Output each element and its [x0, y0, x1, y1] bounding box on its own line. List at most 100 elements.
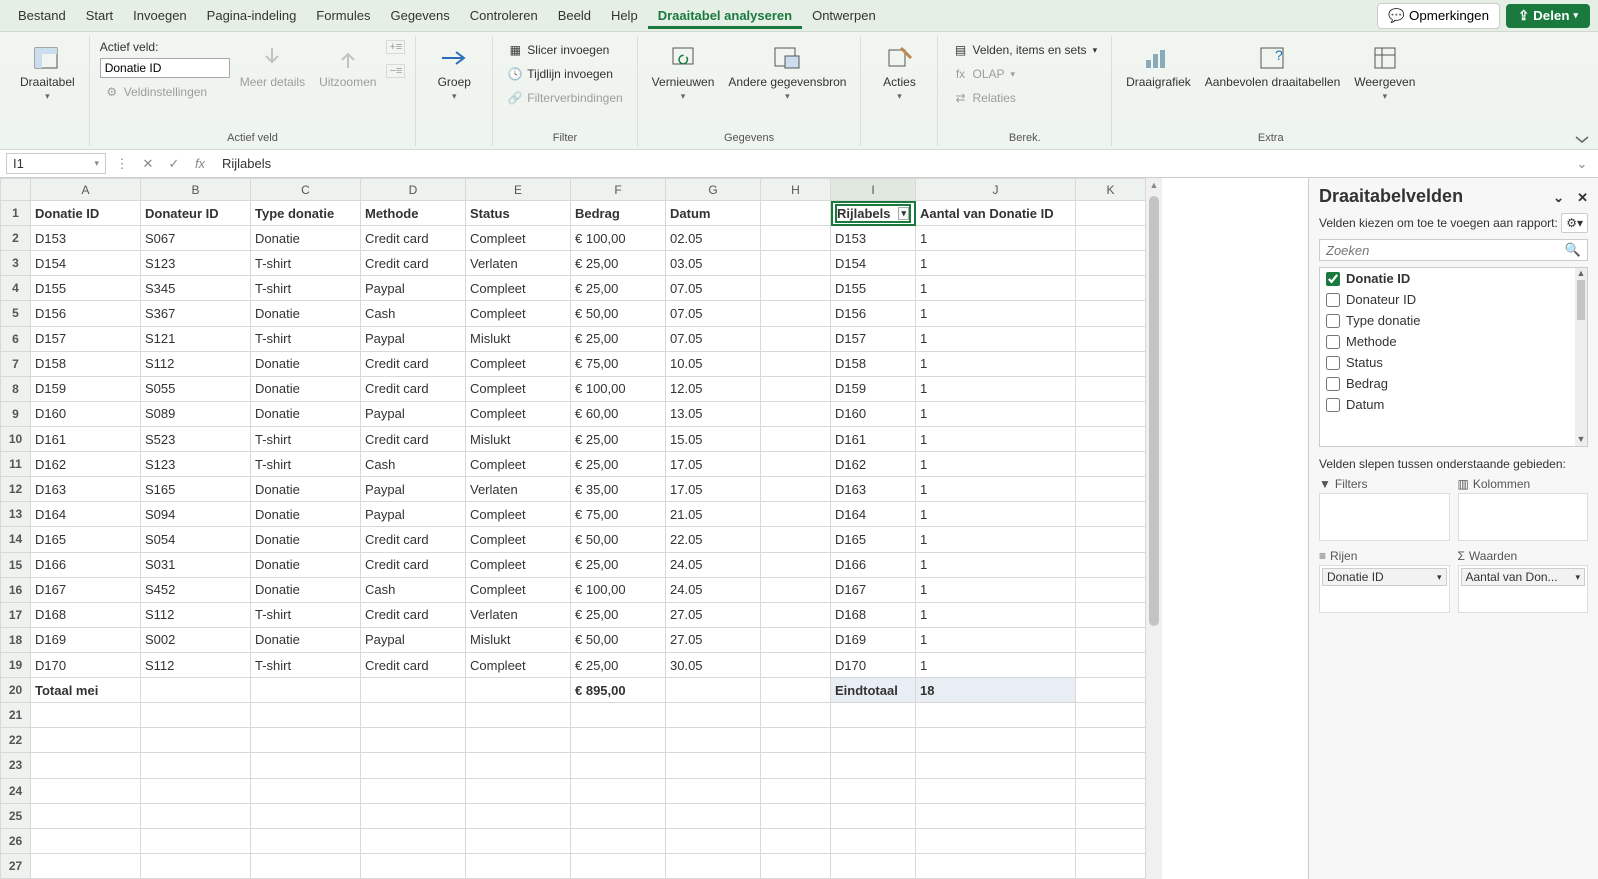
cell-C25[interactable] — [251, 803, 361, 828]
cell-J19[interactable]: 1 — [916, 652, 1076, 677]
cell-J13[interactable]: 1 — [916, 502, 1076, 527]
field-checkbox[interactable] — [1326, 377, 1340, 391]
cell-H7[interactable] — [761, 351, 831, 376]
cancel-formula-button[interactable]: ✕ — [138, 156, 158, 172]
cell-G2[interactable]: 02.05 — [666, 226, 761, 251]
group-button[interactable]: Groep ▾ — [426, 40, 482, 104]
cell-I15[interactable]: D166 — [831, 552, 916, 577]
cell-K27[interactable] — [1076, 853, 1146, 878]
cell-D14[interactable]: Credit card — [361, 527, 466, 552]
cell-E27[interactable] — [466, 853, 571, 878]
cell-J9[interactable]: 1 — [916, 401, 1076, 426]
cell-I16[interactable]: D167 — [831, 577, 916, 602]
row-header-13[interactable]: 13 — [1, 502, 31, 527]
cell-G26[interactable] — [666, 828, 761, 853]
cell-K11[interactable] — [1076, 452, 1146, 477]
fx-button[interactable]: fx — [190, 156, 210, 171]
row-header-6[interactable]: 6 — [1, 326, 31, 351]
cell-D23[interactable] — [361, 753, 466, 778]
row-header-7[interactable]: 7 — [1, 351, 31, 376]
cell-E17[interactable]: Verlaten — [466, 602, 571, 627]
cell-J15[interactable]: 1 — [916, 552, 1076, 577]
cell-G23[interactable] — [666, 753, 761, 778]
cell-G11[interactable]: 17.05 — [666, 452, 761, 477]
cell-H27[interactable] — [761, 853, 831, 878]
cell-A21[interactable] — [31, 703, 141, 728]
cell-B27[interactable] — [141, 853, 251, 878]
cell-A20[interactable]: Totaal mei — [31, 678, 141, 703]
cell-E23[interactable] — [466, 753, 571, 778]
field-list-scrollbar[interactable]: ▲▼ — [1575, 268, 1587, 446]
cell-A5[interactable]: D156 — [31, 301, 141, 326]
cell-I25[interactable] — [831, 803, 916, 828]
cell-C6[interactable]: T-shirt — [251, 326, 361, 351]
cell-E16[interactable]: Compleet — [466, 577, 571, 602]
cell-J2[interactable]: 1 — [916, 226, 1076, 251]
cell-H23[interactable] — [761, 753, 831, 778]
cell-K26[interactable] — [1076, 828, 1146, 853]
cell-K5[interactable] — [1076, 301, 1146, 326]
cell-A10[interactable]: D161 — [31, 426, 141, 451]
panel-settings-button[interactable]: ⚙▾ — [1561, 213, 1588, 233]
cell-F17[interactable]: € 25,00 — [571, 602, 666, 627]
column-header-K[interactable]: K — [1076, 179, 1146, 201]
recommended-pivottables-button[interactable]: ? Aanbevolen draaitabellen — [1201, 40, 1344, 91]
cell-H12[interactable] — [761, 477, 831, 502]
cell-I7[interactable]: D158 — [831, 351, 916, 376]
more-details-button[interactable]: Meer details — [236, 40, 309, 91]
cell-K6[interactable] — [1076, 326, 1146, 351]
cell-D25[interactable] — [361, 803, 466, 828]
spreadsheet-grid[interactable]: ABCDEFGHIJK 1Donatie IDDonateur IDType d… — [0, 178, 1146, 879]
row-header-15[interactable]: 15 — [1, 552, 31, 577]
row-header-11[interactable]: 11 — [1, 452, 31, 477]
row-header-2[interactable]: 2 — [1, 226, 31, 251]
cell-H18[interactable] — [761, 627, 831, 652]
cell-J7[interactable]: 1 — [916, 351, 1076, 376]
row-header-16[interactable]: 16 — [1, 577, 31, 602]
cell-I8[interactable]: D159 — [831, 376, 916, 401]
cell-K22[interactable] — [1076, 728, 1146, 753]
cell-F13[interactable]: € 75,00 — [571, 502, 666, 527]
row-header-21[interactable]: 21 — [1, 703, 31, 728]
cell-E19[interactable]: Compleet — [466, 652, 571, 677]
cell-I1[interactable]: Rijlabels▾ — [831, 201, 916, 226]
cell-J4[interactable]: 1 — [916, 276, 1076, 301]
menu-start[interactable]: Start — [76, 2, 123, 29]
cell-D19[interactable]: Credit card — [361, 652, 466, 677]
cell-H26[interactable] — [761, 828, 831, 853]
ribbon-collapse-button[interactable] — [1574, 133, 1590, 145]
collapse-icon[interactable]: −≡ — [386, 64, 405, 78]
cell-A3[interactable]: D154 — [31, 251, 141, 276]
row-header-20[interactable]: 20 — [1, 678, 31, 703]
cell-K23[interactable] — [1076, 753, 1146, 778]
cell-G3[interactable]: 03.05 — [666, 251, 761, 276]
cell-H25[interactable] — [761, 803, 831, 828]
cell-K7[interactable] — [1076, 351, 1146, 376]
field-checkbox[interactable] — [1326, 398, 1340, 412]
cell-F15[interactable]: € 25,00 — [571, 552, 666, 577]
cell-B19[interactable]: S112 — [141, 652, 251, 677]
cell-C21[interactable] — [251, 703, 361, 728]
cell-G27[interactable] — [666, 853, 761, 878]
cell-A23[interactable] — [31, 753, 141, 778]
cell-F10[interactable]: € 25,00 — [571, 426, 666, 451]
cell-J1[interactable]: Aantal van Donatie ID — [916, 201, 1076, 226]
cell-C20[interactable] — [251, 678, 361, 703]
select-all-corner[interactable] — [1, 179, 31, 201]
column-header-F[interactable]: F — [571, 179, 666, 201]
cell-C15[interactable]: Donatie — [251, 552, 361, 577]
cell-E7[interactable]: Compleet — [466, 351, 571, 376]
cell-F1[interactable]: Bedrag — [571, 201, 666, 226]
cell-F4[interactable]: € 25,00 — [571, 276, 666, 301]
row-header-4[interactable]: 4 — [1, 276, 31, 301]
cell-F22[interactable] — [571, 728, 666, 753]
cell-K3[interactable] — [1076, 251, 1146, 276]
cell-A2[interactable]: D153 — [31, 226, 141, 251]
cell-F9[interactable]: € 60,00 — [571, 401, 666, 426]
row-header-17[interactable]: 17 — [1, 602, 31, 627]
cell-A26[interactable] — [31, 828, 141, 853]
cell-H2[interactable] — [761, 226, 831, 251]
cell-A17[interactable]: D168 — [31, 602, 141, 627]
cell-E22[interactable] — [466, 728, 571, 753]
cell-F12[interactable]: € 35,00 — [571, 477, 666, 502]
